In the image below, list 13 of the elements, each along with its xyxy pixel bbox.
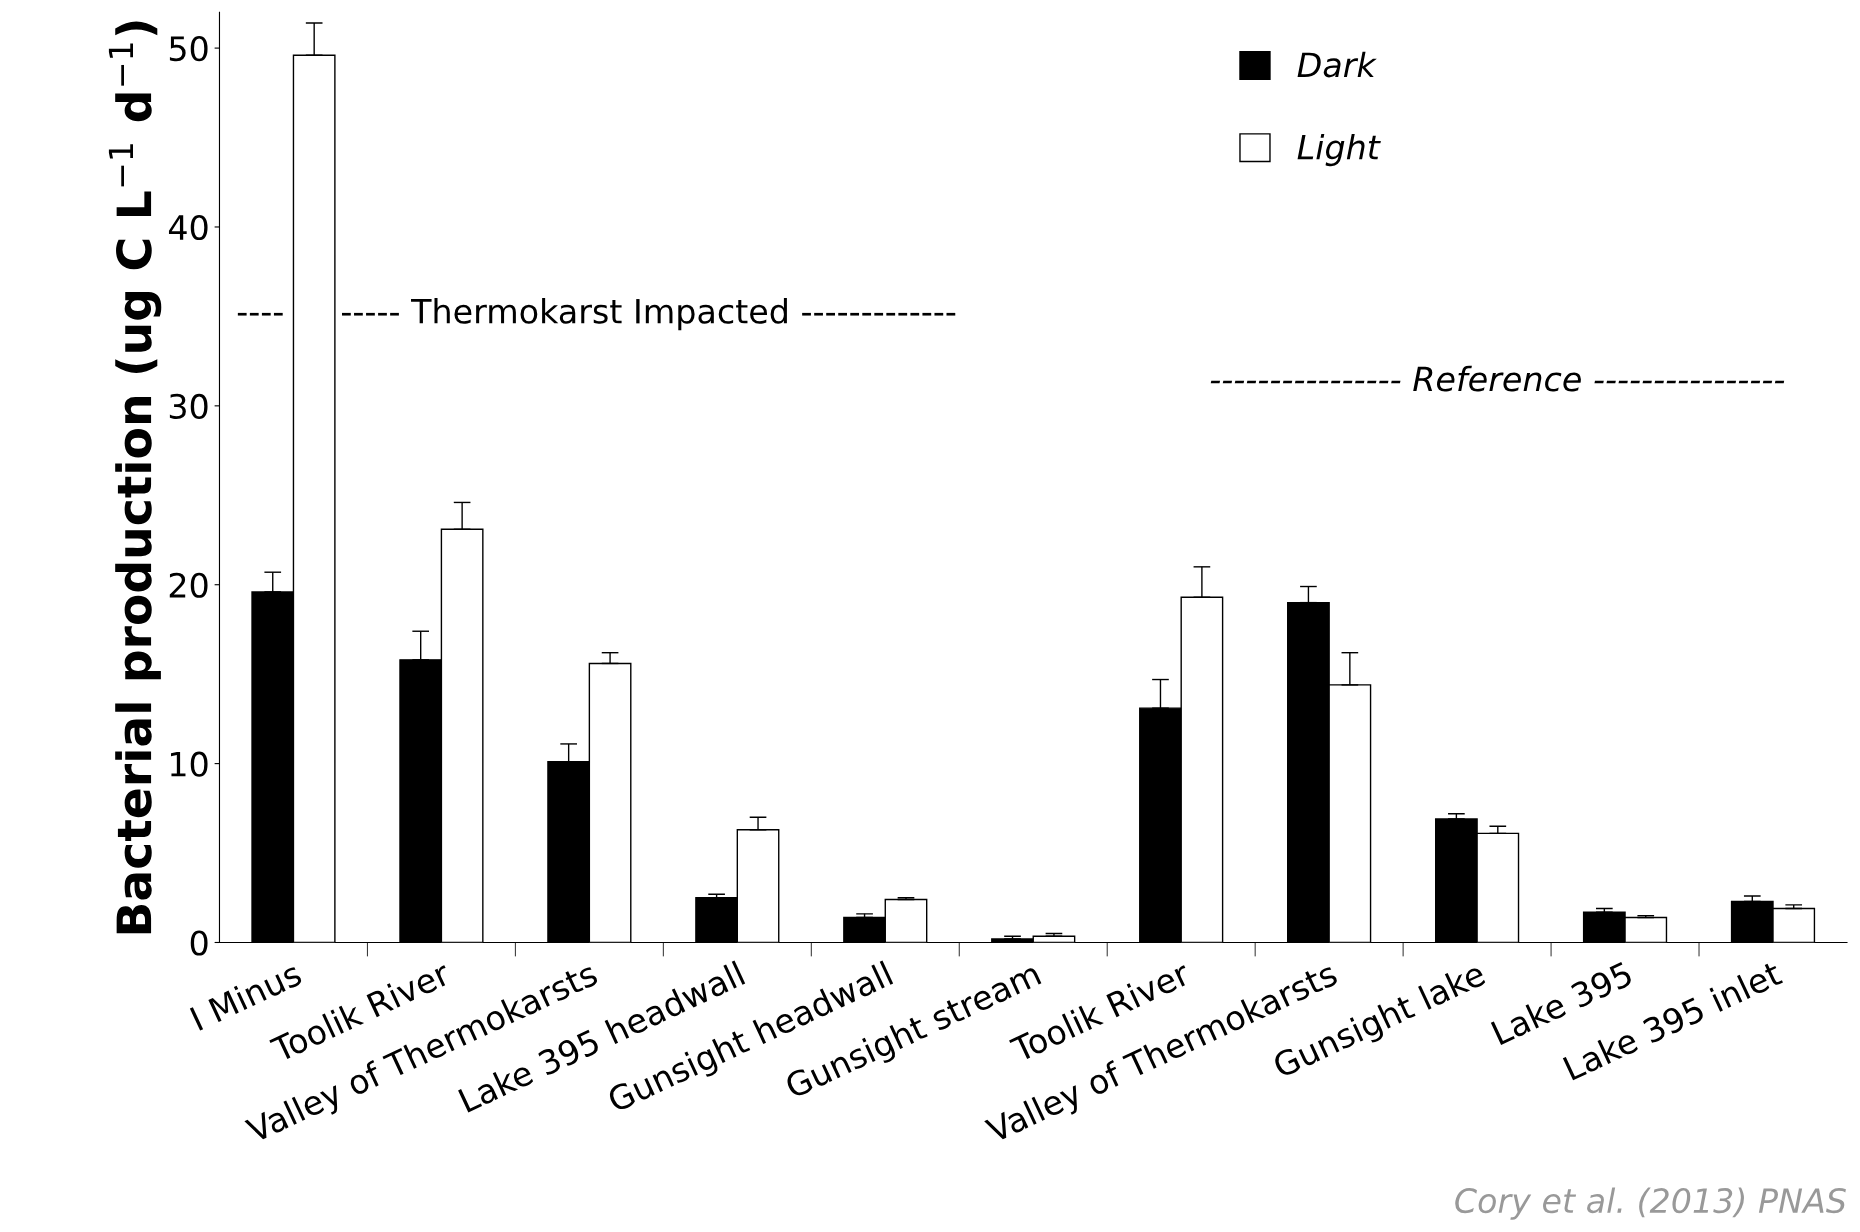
y-tick-label: 10 <box>171 751 208 777</box>
y-tick-label: 50 <box>169 36 208 62</box>
y-tick-label: 40 <box>168 214 208 241</box>
annotation: ----- Thermokarst Impacted ------------- <box>342 298 956 331</box>
legend-label: Dark <box>1297 51 1377 78</box>
y-tick-label: 0 <box>190 930 208 956</box>
y-tick-label: 30 <box>169 393 208 419</box>
legend-label: Light <box>1297 133 1381 167</box>
annotation: ---- <box>237 312 283 316</box>
annotation: ---------------- Reference ---------------- <box>1210 365 1785 392</box>
y-tick-label: 20 <box>169 572 208 598</box>
y-axis-title: Bacterial production (ug C L$^{−1}$ d$^{−1}$) <box>108 21 162 934</box>
text: Cory et al. (2013) PNAS <box>1455 1187 1846 1220</box>
